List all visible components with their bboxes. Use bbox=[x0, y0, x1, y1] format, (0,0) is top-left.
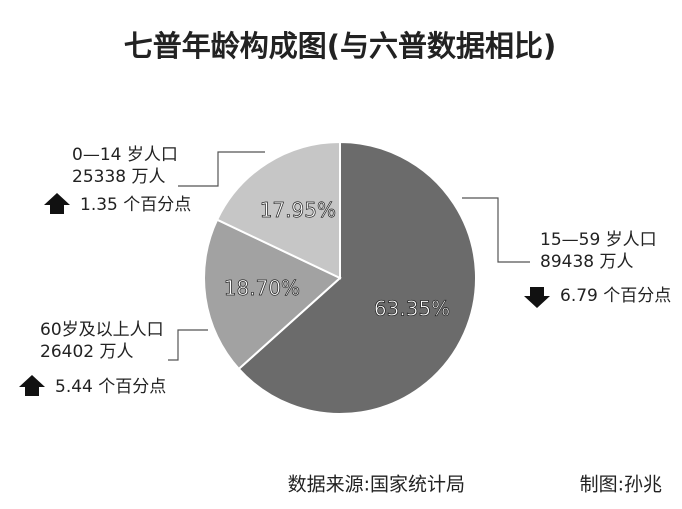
leader-line bbox=[462, 197, 530, 263]
change-label: 5.44 个百分点 bbox=[55, 377, 166, 397]
change-arrow bbox=[19, 375, 45, 396]
change-label: 6.79 个百分点 bbox=[560, 286, 671, 306]
population-label: 25338 万人 bbox=[72, 167, 165, 187]
change-arrow bbox=[44, 193, 70, 214]
leader-line bbox=[168, 329, 208, 361]
change-label: 1.35 个百分点 bbox=[80, 195, 191, 215]
value-label: 63.35% bbox=[374, 297, 450, 321]
pie-slice bbox=[203, 218, 342, 371]
population-label: 26402 万人 bbox=[40, 342, 133, 362]
value-label: 17.95% bbox=[260, 198, 336, 222]
change-arrow bbox=[524, 287, 550, 308]
category-label: 60岁及以上人口 bbox=[40, 320, 164, 340]
pie-slice bbox=[237, 140, 477, 415]
category-label: 0—14 岁人口 bbox=[72, 145, 178, 165]
credit: 制图:孙兆 bbox=[580, 474, 662, 496]
category-label: 15—59 岁人口 bbox=[540, 230, 657, 250]
source: 数据来源:国家统计局 bbox=[288, 474, 465, 496]
pie-slice bbox=[215, 140, 341, 280]
value-label: 18.70% bbox=[224, 276, 300, 300]
leader-line bbox=[178, 151, 265, 187]
population-label: 89438 万人 bbox=[540, 252, 633, 272]
chart-title: 七普年龄构成图(与六普数据相比) bbox=[124, 29, 557, 63]
